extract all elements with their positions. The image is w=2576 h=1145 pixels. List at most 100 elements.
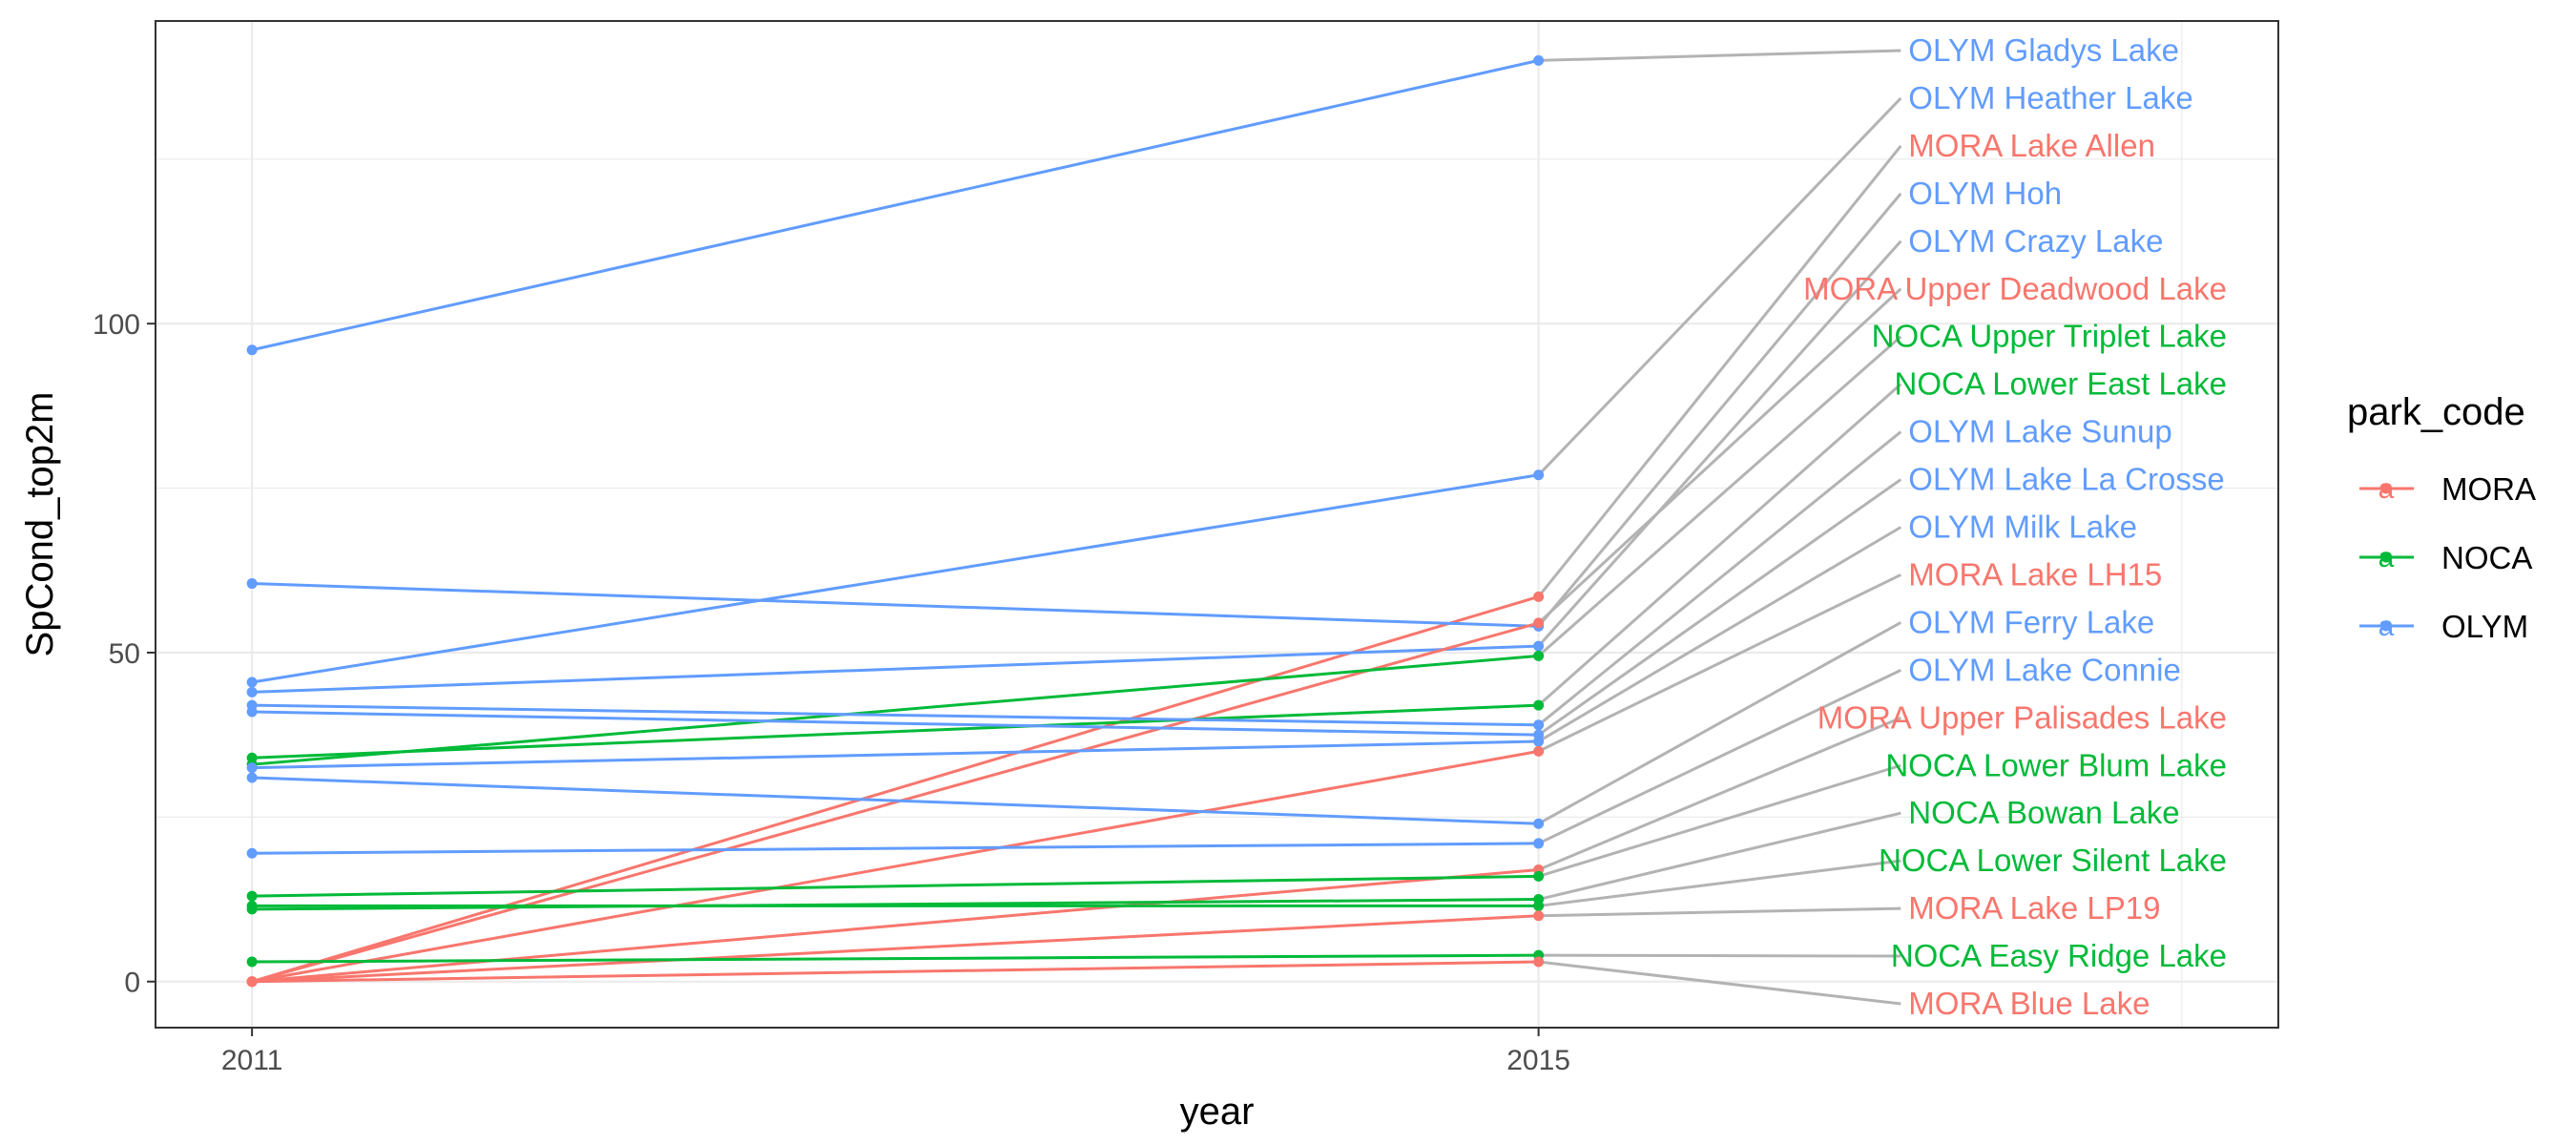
legend: park_code a MORA a NOCA a OLYM	[2347, 391, 2536, 644]
x-tick-label: 2011	[221, 1045, 283, 1076]
label-connector	[1537, 383, 1902, 707]
data-point	[246, 344, 258, 356]
legend-key-glyph: a	[2379, 542, 2395, 573]
series-line	[251, 58, 1539, 352]
series-line	[251, 749, 1539, 984]
data-point	[1533, 736, 1545, 747]
data-point	[1533, 818, 1545, 829]
data-point	[1533, 650, 1545, 661]
label-connector	[1538, 716, 1901, 871]
data-point	[1533, 699, 1545, 711]
label-connector	[1537, 335, 1902, 657]
series-end-label: OLYM Gladys Lake	[1908, 32, 2179, 68]
series-line	[251, 594, 1540, 984]
label-connector	[1537, 287, 1902, 625]
y-tick-label: 50	[109, 638, 140, 670]
data-point	[1533, 719, 1545, 731]
series-end-label: OLYM Lake Connie	[1908, 652, 2181, 687]
series-line	[252, 914, 1539, 984]
label-connector	[1537, 621, 1902, 825]
series-end-label: MORA Upper Palisades Lake	[1818, 699, 2227, 735]
series-end-label: NOCA Upper Triplet Lake	[1872, 319, 2227, 354]
legend-key-point	[2380, 483, 2392, 494]
legend-title: park_code	[2347, 391, 2525, 433]
series-line	[252, 953, 1539, 964]
label-connector	[1537, 239, 1902, 648]
series-end-label: NOCA Lower Blum Lake	[1885, 747, 2227, 782]
label-connector	[1538, 953, 1901, 958]
y-tick-label: 0	[124, 968, 140, 999]
label-connector	[1537, 668, 1901, 845]
series-end-label: MORA Upper Deadwood Lake	[1803, 271, 2227, 306]
data-point	[1533, 745, 1545, 757]
data-point	[246, 976, 258, 988]
data-point	[246, 956, 258, 968]
data-point	[1533, 640, 1545, 652]
data-point	[1533, 900, 1545, 911]
data-point	[1533, 870, 1545, 882]
series-line	[251, 473, 1539, 684]
label-connector	[1538, 49, 1901, 62]
series-line	[252, 874, 1539, 898]
y-axis-title: SpCond_top2m	[19, 392, 61, 657]
grid	[156, 21, 2278, 1028]
series-end-label: MORA Lake Allen	[1908, 128, 2155, 163]
series-end-label: OLYM Lake La Crosse	[1908, 462, 2224, 497]
series-end-label: MORA Lake LH15	[1908, 556, 2162, 592]
data-point	[1533, 617, 1545, 629]
data-point	[246, 890, 258, 902]
data-point	[1533, 838, 1545, 849]
series-end-label: OLYM Ferry Lake	[1908, 604, 2154, 639]
panel-border	[155, 20, 2279, 1029]
series-line	[252, 582, 1539, 628]
series-end-label: NOCA Lower Silent Lake	[1879, 843, 2227, 878]
label-connector	[1537, 573, 1901, 753]
series-end-label: MORA Blue Lake	[1908, 986, 2150, 1021]
x-tick-label: 2015	[1506, 1045, 1570, 1076]
label-connector	[1537, 430, 1902, 726]
data-point	[246, 847, 258, 859]
series-end-label: NOCA Easy Ridge Lake	[1891, 938, 2227, 973]
label-connector	[1537, 192, 1902, 628]
series-end-label: MORA Lake LP19	[1908, 890, 2160, 926]
label-connector	[1538, 859, 1901, 907]
series-line	[252, 960, 1539, 984]
series-line	[252, 776, 1539, 825]
series-line	[252, 868, 1539, 984]
data-point	[246, 772, 258, 783]
label-connector	[1537, 96, 1902, 476]
data-point	[246, 677, 258, 688]
series-line	[252, 842, 1539, 855]
series-end-label: OLYM Hoh	[1908, 176, 2062, 211]
legend-label: MORA	[2441, 471, 2536, 507]
axis-ticks: 0 50 100 2011 2015	[93, 309, 1570, 1076]
x-axis-title: year	[1180, 1091, 1255, 1133]
series-line	[252, 644, 1539, 694]
legend-key-glyph: a	[2379, 611, 2395, 642]
data-point	[246, 762, 258, 774]
series-end-label: OLYM Heather Lake	[1908, 80, 2192, 115]
series-end-label: OLYM Crazy Lake	[1908, 223, 2163, 259]
legend-label: OLYM	[2441, 609, 2528, 644]
label-connectors	[1537, 49, 1902, 1006]
series-line	[251, 621, 1540, 984]
series-lines	[251, 58, 1540, 984]
label-connector	[1537, 144, 1902, 598]
data-point	[246, 686, 258, 697]
legend-label: NOCA	[2441, 540, 2532, 575]
data-point	[1533, 910, 1545, 922]
series-line	[252, 703, 1539, 727]
data-point	[1533, 956, 1545, 968]
series-line	[252, 654, 1539, 766]
series-line	[252, 898, 1539, 911]
data-point	[1533, 591, 1545, 602]
series-end-label: NOCA Lower East Lake	[1895, 366, 2228, 402]
series-line	[252, 710, 1539, 737]
legend-key-point	[2380, 620, 2392, 632]
series-line	[252, 739, 1539, 770]
label-connector	[1537, 478, 1902, 737]
series-end-label: NOCA Bowan Lake	[1908, 795, 2179, 830]
data-point	[246, 900, 258, 911]
